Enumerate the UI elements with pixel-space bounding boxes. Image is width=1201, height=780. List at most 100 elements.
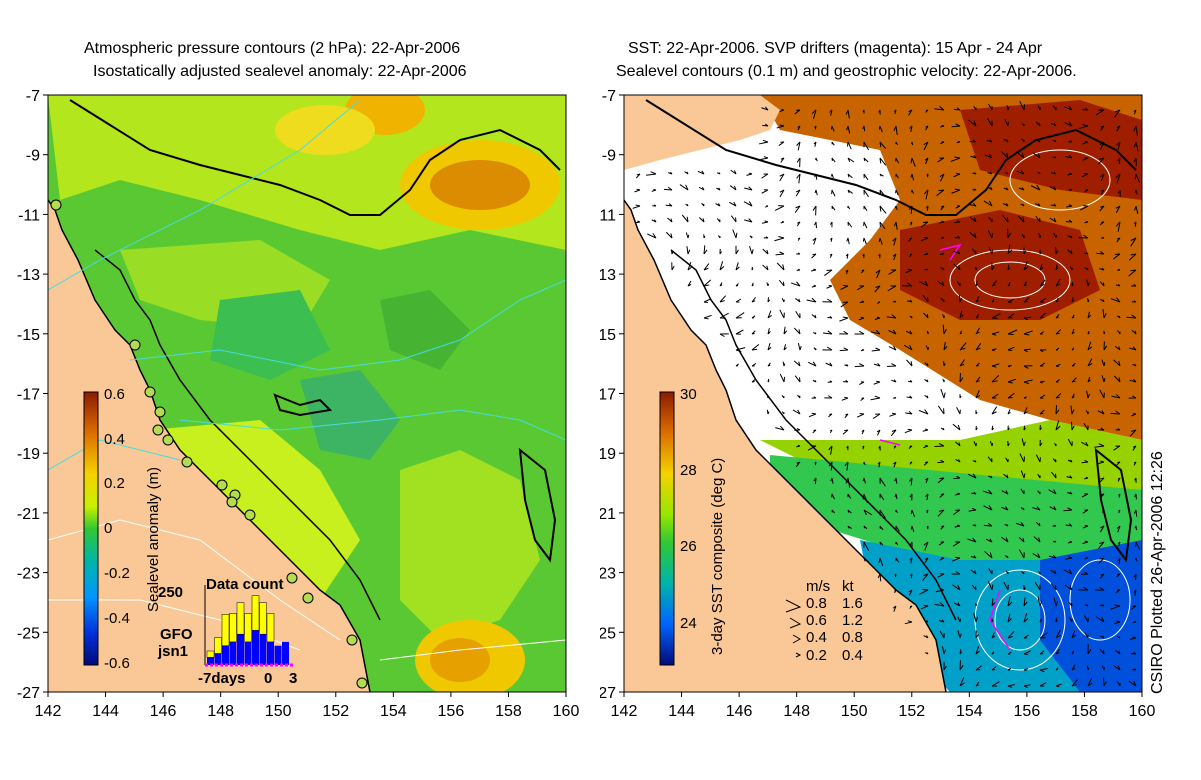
velocity-arrow [863, 557, 870, 563]
velocity-arrow [1095, 109, 1105, 116]
velocity-arrow [988, 475, 993, 479]
velocity-arrow [1082, 140, 1089, 145]
velocity-arrow [1081, 441, 1089, 447]
velocity-arrow [1007, 365, 1012, 368]
velocity-arrow [975, 646, 980, 655]
velocity-arrow [1023, 650, 1031, 655]
velocity-arrow [831, 509, 835, 514]
velocity-arrow [1032, 553, 1041, 559]
velocity-arrow [779, 309, 785, 319]
velocity-arrow [687, 280, 692, 287]
velocity-arrow [891, 379, 897, 383]
velocity-arrow [1018, 549, 1025, 559]
velocity-arrow [1039, 409, 1045, 415]
velocity-arrow [953, 107, 961, 111]
velocity-arrow [1086, 665, 1090, 671]
velocity-arrow [975, 390, 981, 399]
velocity-arrow [635, 173, 641, 179]
velocity-arrow [909, 541, 913, 550]
velocity-arrow [983, 522, 993, 527]
velocity-arrow [846, 237, 850, 245]
velocity-arrow [779, 373, 786, 383]
velocity-arrow [751, 282, 754, 287]
velocity-arrow [719, 261, 725, 271]
velocity-arrow [987, 230, 993, 239]
velocity-arrow [839, 347, 849, 352]
velocity-arrow [806, 297, 817, 303]
velocity-arrow [1133, 589, 1137, 596]
velocity-arrow [824, 269, 833, 276]
velocity-arrow [952, 423, 961, 431]
velocity-arrow [973, 612, 979, 623]
velocity-arrow [860, 397, 865, 402]
velocity-arrow [719, 248, 723, 255]
velocity-arrow [1063, 569, 1073, 575]
velocity-arrow [923, 189, 929, 200]
velocity-arrow [1007, 298, 1015, 303]
speed-legend-kt: 0.4 [842, 647, 863, 664]
velocity-arrow [1084, 556, 1089, 560]
anomaly-patch [430, 160, 530, 210]
left-title-line2: Isostatically adjusted sealevel anomaly:… [93, 63, 467, 80]
velocity-arrow [1117, 557, 1121, 565]
velocity-arrow [1128, 346, 1137, 351]
velocity-arrow [844, 413, 849, 419]
velocity-arrow [975, 327, 980, 335]
velocity-arrow [911, 189, 914, 194]
velocity-arrow [950, 156, 961, 162]
velocity-arrow [863, 509, 873, 516]
velocity-arrow [1071, 347, 1075, 351]
velocity-arrow [1052, 105, 1057, 111]
velocity-arrow [953, 172, 961, 178]
velocity-arrow [967, 473, 977, 479]
velocity-arrow [1039, 380, 1045, 384]
velocity-arrow [941, 646, 947, 655]
velocity-arrow [895, 157, 900, 164]
velocity-arrow [940, 525, 945, 530]
velocity-arrow [1099, 573, 1105, 579]
velocity-arrow [952, 556, 961, 562]
velocity-arrow [937, 477, 945, 484]
velocity-arrow [1032, 506, 1041, 511]
y-tick-label: -11 [600, 207, 616, 224]
land-new-guinea [624, 95, 780, 170]
velocity-arrow [1020, 488, 1025, 495]
velocity-arrow [1067, 491, 1073, 495]
velocity-arrow [875, 269, 881, 279]
velocity-arrow [681, 214, 689, 223]
velocity-arrow [972, 460, 977, 463]
velocity-arrow [703, 234, 706, 239]
velocity-arrow [924, 362, 929, 367]
velocity-arrow [879, 205, 887, 214]
velocity-arrow [776, 124, 785, 129]
velocity-arrow [1004, 119, 1009, 127]
velocity-arrow [975, 425, 978, 431]
velocity-arrow [879, 157, 887, 166]
velocity-arrow [749, 235, 753, 239]
velocity-arrow [831, 189, 836, 197]
velocity-arrow [879, 189, 885, 196]
velocity-arrow [955, 441, 961, 447]
velocity-arrow [1050, 569, 1057, 575]
velocity-arrow [1001, 490, 1009, 495]
velocity-arrow [811, 109, 817, 119]
velocity-arrow [766, 394, 770, 399]
right-x-axis: 142 144 146 148 150 152 154 156 158 160 [611, 692, 1155, 720]
velocity-arrow [1039, 682, 1047, 687]
velocity-arrow [1132, 445, 1137, 451]
velocity-arrow [651, 188, 657, 192]
velocity-arrow [924, 620, 929, 623]
pressure-contour [379, 639, 566, 661]
velocity-arrow [925, 477, 929, 484]
velocity-arrow [1037, 140, 1041, 143]
y-tick-label: -19 [600, 446, 616, 463]
velocity-arrow [892, 605, 897, 612]
velocity-arrow [778, 279, 785, 287]
velocity-arrow [808, 412, 817, 418]
velocity-arrow [1069, 617, 1073, 623]
velocity-arrow [670, 249, 674, 255]
inset-bar-gfo [229, 613, 237, 643]
velocity-arrow [1067, 172, 1073, 176]
velocity-arrow [1055, 405, 1060, 415]
velocity-arrow [887, 285, 897, 292]
